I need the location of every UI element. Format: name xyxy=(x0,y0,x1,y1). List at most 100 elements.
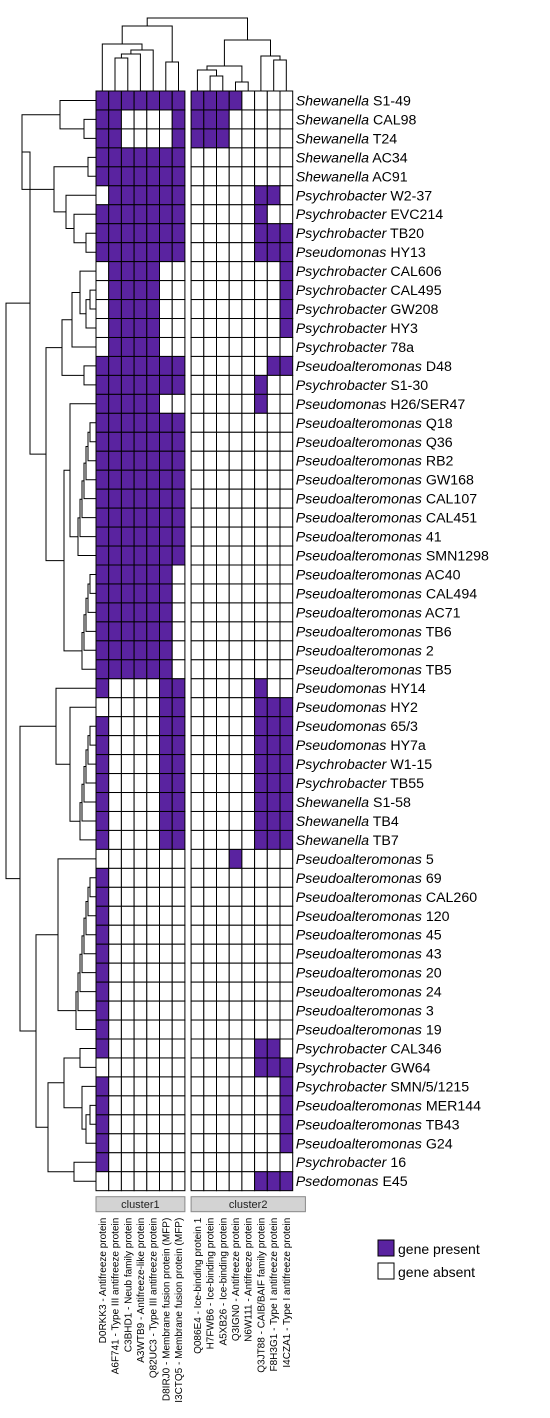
row-label-genus: Psedomonas xyxy=(296,1174,379,1190)
heatmap-cell xyxy=(190,773,205,794)
heatmap-cell xyxy=(95,507,110,528)
dendrogram-branch xyxy=(63,1057,82,1109)
heatmap-cell xyxy=(216,773,230,794)
heatmap-cell xyxy=(133,90,148,111)
heatmap-cell xyxy=(108,1133,122,1154)
heatmap-cell xyxy=(120,280,135,301)
row-label-strain: TB55 xyxy=(386,776,424,792)
heatmap-cell xyxy=(266,621,281,642)
heatmap-cell xyxy=(159,374,173,395)
dendrogram-branch xyxy=(71,292,96,348)
row-label: Psychrobacter HY3 xyxy=(296,321,418,337)
heatmap-cell xyxy=(266,450,281,471)
row-label-genus: Pseudomonas xyxy=(296,738,387,754)
row-label-strain: 69 xyxy=(422,871,442,887)
heatmap-cell xyxy=(108,621,122,642)
heatmap-cell xyxy=(254,886,268,907)
heatmap-cell xyxy=(146,564,161,585)
heatmap-cell xyxy=(133,204,148,225)
heatmap-cell xyxy=(120,450,135,471)
heatmap-cell xyxy=(190,374,205,395)
heatmap-cell xyxy=(95,962,110,983)
heatmap-cell xyxy=(241,905,256,926)
heatmap-cell xyxy=(95,412,110,433)
heatmap-cell xyxy=(120,355,135,376)
heatmap-cell xyxy=(108,602,122,623)
column-label: A5XB26 - Ice-binding protein xyxy=(218,1218,229,1346)
heatmap-cell xyxy=(171,166,186,187)
heatmap-cell xyxy=(133,280,148,301)
heatmap-cell xyxy=(146,1057,161,1078)
heatmap-cell xyxy=(120,185,135,206)
heatmap-cell xyxy=(228,1095,243,1116)
heatmap-cell xyxy=(241,640,256,661)
heatmap-cell xyxy=(216,355,230,376)
heatmap-cell xyxy=(171,261,186,282)
row-label-genus: Pseudomonas xyxy=(296,245,387,261)
heatmap-cell xyxy=(133,412,148,433)
heatmap-cell xyxy=(254,412,268,433)
heatmap-cell xyxy=(146,697,161,718)
heatmap-cell xyxy=(146,299,161,320)
heatmap-cell xyxy=(159,431,173,452)
heatmap-cell xyxy=(95,526,110,547)
row-label: Psedomonas E45 xyxy=(296,1174,408,1190)
heatmap-cell xyxy=(241,355,256,376)
heatmap-cell xyxy=(203,1133,218,1154)
heatmap-cell xyxy=(190,90,205,111)
heatmap-cell xyxy=(159,867,173,888)
heatmap-cell xyxy=(120,374,135,395)
heatmap-cell xyxy=(146,318,161,338)
heatmap-cell xyxy=(95,697,110,718)
heatmap-cell xyxy=(279,1095,294,1116)
heatmap-cell xyxy=(133,716,148,737)
heatmap-cell xyxy=(190,905,205,926)
heatmap-cell xyxy=(108,318,122,338)
row-label: Pseudoalteromonas MER144 xyxy=(296,1098,481,1114)
heatmap-cell xyxy=(266,754,281,775)
heatmap-cell xyxy=(266,735,281,756)
heatmap-cell xyxy=(203,735,218,756)
row-label: Pseudoalteromonas 3 xyxy=(296,1004,434,1020)
heatmap-cell xyxy=(241,1171,256,1192)
heatmap-cell xyxy=(228,469,243,490)
heatmap-cell xyxy=(120,792,135,812)
heatmap-cell xyxy=(159,564,173,585)
heatmap-cell xyxy=(203,90,218,111)
heatmap-cell xyxy=(254,261,268,282)
row-dendrogram xyxy=(5,100,96,1182)
heatmap-cell xyxy=(95,223,110,244)
heatmap-cell xyxy=(216,166,230,187)
heatmap-cell xyxy=(279,223,294,244)
row-label-strain: SMN/5/1215 xyxy=(386,1079,469,1095)
heatmap-cell xyxy=(133,1133,148,1154)
heatmap-cell xyxy=(171,924,186,945)
heatmap-cell xyxy=(95,640,110,661)
row-label-genus: Pseudoalteromonas xyxy=(296,359,422,375)
heatmap-cell xyxy=(133,318,148,338)
heatmap-cell xyxy=(266,374,281,395)
heatmap-cell xyxy=(120,867,135,888)
heatmap-cell xyxy=(108,924,122,945)
row-label-strain: SMN1298 xyxy=(422,549,489,565)
row-label: Psychrobacter SMN/5/1215 xyxy=(296,1079,470,1095)
heatmap-cell xyxy=(228,943,243,964)
heatmap-cell xyxy=(203,261,218,282)
dendrogram-branch xyxy=(196,69,217,91)
heatmap-cell xyxy=(266,697,281,718)
heatmap-cell xyxy=(254,848,268,869)
heatmap-cell xyxy=(266,867,281,888)
heatmap-cell xyxy=(216,583,230,604)
row-label-strain: S1-49 xyxy=(369,94,411,110)
heatmap-cell xyxy=(241,602,256,623)
row-label-genus: Shewanella xyxy=(296,814,369,830)
heatmap-cell xyxy=(203,393,218,414)
heatmap-cell xyxy=(203,886,218,907)
dendrogram-branch xyxy=(87,156,96,177)
heatmap-cell xyxy=(228,261,243,282)
heatmap-cell xyxy=(228,147,243,168)
heatmap-cell xyxy=(120,583,135,604)
heatmap-cell xyxy=(254,526,268,547)
heatmap-cell xyxy=(120,412,135,433)
heatmap-cell xyxy=(266,412,281,433)
